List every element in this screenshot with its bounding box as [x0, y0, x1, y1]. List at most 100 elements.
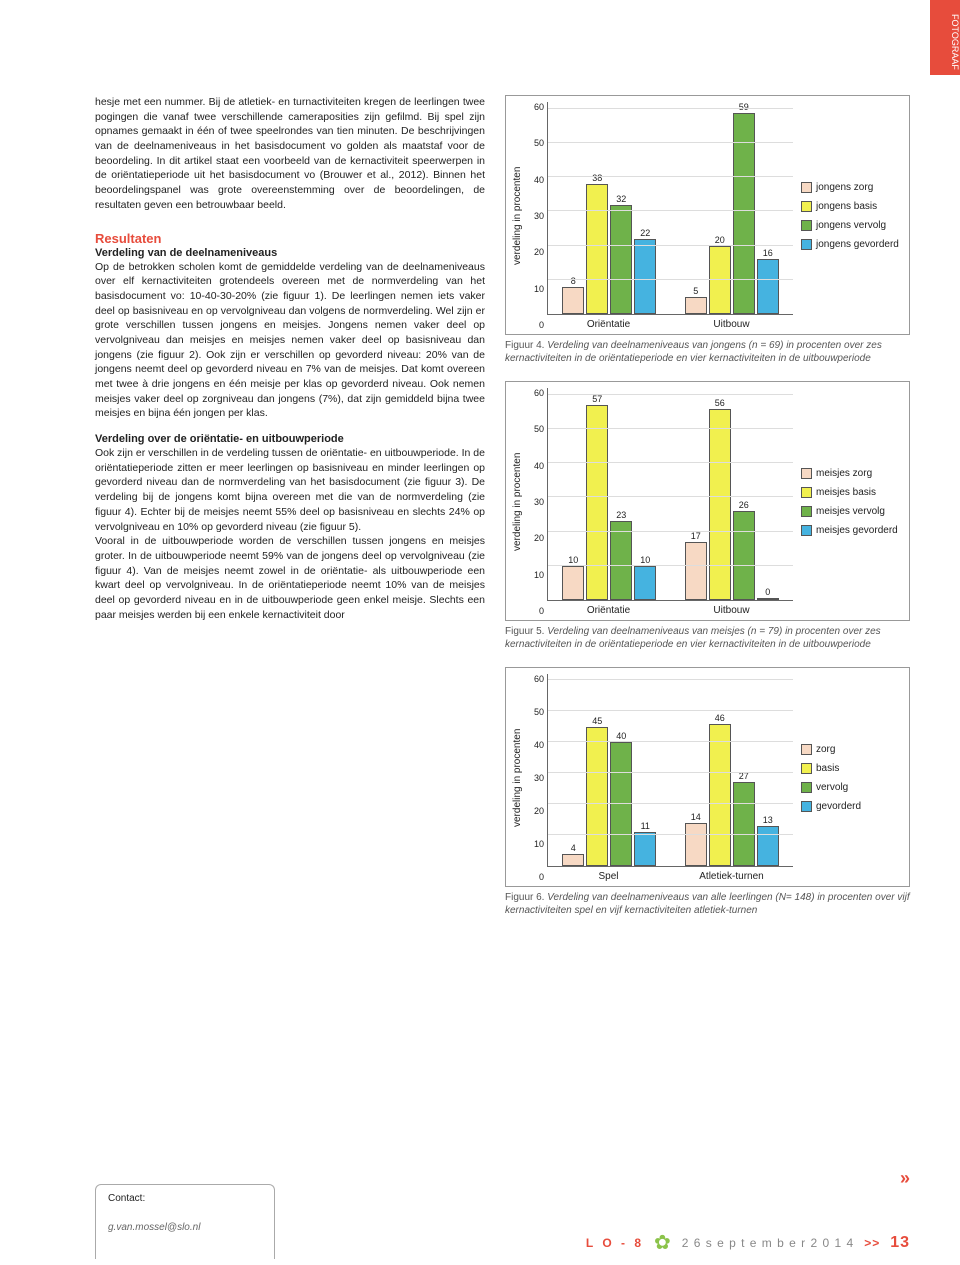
legend-swatch [801, 239, 812, 250]
bar-value-label: 56 [715, 398, 725, 408]
legend-label: zorg [816, 744, 835, 755]
legend-item: meisjes vervolg [801, 506, 903, 517]
y-axis-ticks: 0102030405060 [525, 388, 547, 616]
legend-label: vervolg [816, 782, 848, 793]
x-category-label: Oriëntatie [547, 315, 670, 330]
legend-swatch [801, 487, 812, 498]
bar-value-label: 20 [715, 235, 725, 245]
bar-value-label: 45 [592, 716, 602, 726]
bar [562, 854, 584, 866]
bar [757, 259, 779, 314]
legend-label: meisjes vervolg [816, 506, 885, 517]
legend-item: meisjes zorg [801, 468, 903, 479]
x-category-label: Uitbouw [670, 601, 793, 616]
bar [586, 184, 608, 314]
legend-item: jongens zorg [801, 182, 903, 193]
y-axis-label: verdeling in procenten [510, 674, 525, 882]
bar-value-label: 16 [763, 248, 773, 258]
bar [586, 405, 608, 600]
bar [562, 287, 584, 314]
footer-date: 2 6 s e p t e m b e r 2 0 1 4 [682, 1236, 854, 1250]
bar [610, 205, 632, 314]
plot-area: 105723101756260 [547, 388, 793, 601]
page-footer: Contact: g.van.mossel@slo.nl L O - 8 ✿ 2… [95, 1180, 910, 1255]
x-category-label: Spel [547, 867, 670, 882]
bar-value-label: 13 [763, 815, 773, 825]
legend-swatch [801, 468, 812, 479]
bar [685, 823, 707, 866]
figure-5-caption: Figuur 5. Verdeling van deelnameniveaus … [505, 625, 910, 651]
resultaten-heading: Resultaten [95, 231, 485, 246]
bar [685, 542, 707, 600]
contact-email: g.van.mossel@slo.nl [108, 1222, 262, 1233]
bar-group: 5205916 [671, 102, 794, 314]
page-number: 13 [890, 1234, 910, 1252]
legend-item: basis [801, 763, 903, 774]
bar-value-label: 23 [616, 510, 626, 520]
legend-label: jongens vervolg [816, 220, 886, 231]
bar [634, 239, 656, 314]
bar [634, 832, 656, 866]
legend-label: jongens zorg [816, 182, 873, 193]
y-axis-ticks: 0102030405060 [525, 102, 547, 330]
chart-legend: jongens zorg jongens basis jongens vervolg… [793, 102, 903, 330]
bar [709, 246, 731, 314]
bar [634, 566, 656, 600]
bar [733, 113, 755, 314]
legend-swatch [801, 782, 812, 793]
figure-5-chart: verdeling in procenten0102030405060 10 57 2… [505, 381, 910, 621]
bar-value-label: 5 [693, 286, 698, 296]
bar-value-label: 40 [616, 731, 626, 741]
subhead-verdeling: Verdeling van de deelnameniveaus [95, 247, 485, 259]
y-axis-label: verdeling in procenten [510, 388, 525, 616]
bar-group: 10572310 [548, 388, 671, 600]
legend-swatch [801, 763, 812, 774]
figure-4-chart: verdeling in procenten010203040506083832… [505, 95, 910, 335]
contact-box: Contact: g.van.mossel@slo.nl [95, 1184, 275, 1259]
side-tab: FOTOGRAAF [930, 0, 960, 75]
legend-label: jongens basis [816, 201, 877, 212]
contact-label: Contact: [108, 1193, 262, 1204]
legend-swatch [801, 801, 812, 812]
subhead-periode: Verdeling over de oriëntatie- en uitbouw… [95, 433, 485, 445]
legend-label: meisjes gevorderd [816, 525, 898, 536]
bar [562, 566, 584, 600]
legend-item: jongens vervolg [801, 220, 903, 231]
bar-value-label: 0 [765, 587, 770, 597]
right-column: verdeling in procenten010203040506083832… [505, 95, 910, 1205]
bar-value-label: 32 [616, 194, 626, 204]
resultaten-para1: Op de betrokken scholen komt de gemiddel… [95, 260, 485, 422]
bar-value-label: 8 [571, 276, 576, 286]
legend-label: meisjes basis [816, 487, 876, 498]
footer-arrows: >> [864, 1236, 880, 1250]
chart-legend: zorg basis vervolg gevorderd [793, 674, 903, 882]
bar [610, 521, 632, 600]
bar-value-label: 10 [568, 555, 578, 565]
legend-swatch [801, 744, 812, 755]
left-column: hesje met een nummer. Bij de atletiek- e… [95, 95, 485, 1205]
x-category-label: Oriëntatie [547, 601, 670, 616]
bar-group: 4454011 [548, 674, 671, 866]
bar-group: 8383222 [548, 102, 671, 314]
legend-swatch [801, 506, 812, 517]
plot-area: 83832225205916 [547, 102, 793, 315]
legend-item: gevorderd [801, 801, 903, 812]
bar-value-label: 26 [739, 500, 749, 510]
legend-swatch [801, 220, 812, 231]
figure-6-chart: verdeling in procenten010203040506044540… [505, 667, 910, 887]
legend-item: meisjes basis [801, 487, 903, 498]
resultaten-para2: Ook zijn er verschillen in de verdeling … [95, 446, 485, 622]
bar-group: 17 56 26 0 [671, 388, 794, 600]
figure-4-caption: Figuur 4. Verdeling van deelnameniveaus … [505, 339, 910, 365]
plot-area: 445401114462713 [547, 674, 793, 867]
page-content: hesje met een nummer. Bij de atletiek- e… [95, 95, 910, 1205]
intro-paragraph: hesje met een nummer. Bij de atletiek- e… [95, 95, 485, 213]
bar-value-label: 17 [691, 531, 701, 541]
legend-label: meisjes zorg [816, 468, 872, 479]
legend-label: basis [816, 763, 839, 774]
legend-swatch [801, 201, 812, 212]
bar-group: 14462713 [671, 674, 794, 866]
bar-value-label: 4 [571, 843, 576, 853]
bar-value-label: 57 [592, 394, 602, 404]
legend-label: gevorderd [816, 801, 861, 812]
